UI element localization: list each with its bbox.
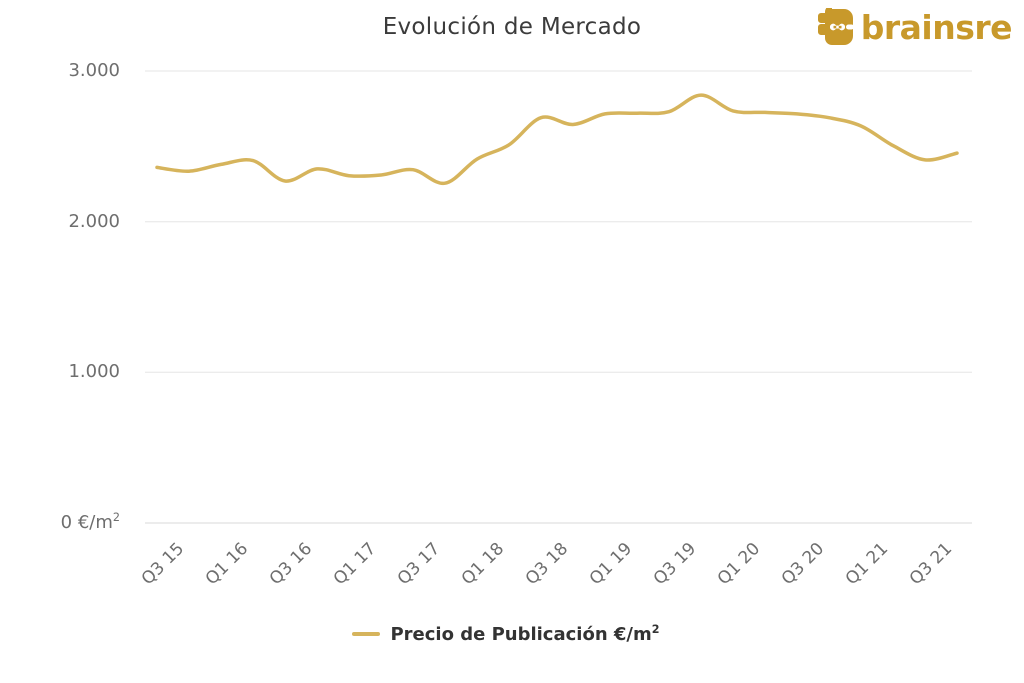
brainsre-logo-text: brainsre <box>860 7 1013 47</box>
y-axis-tick-label: 2.000 <box>68 210 120 232</box>
y-axis-tick-label: 1.000 <box>68 361 120 383</box>
y-axis-tick-label: 0 €/m2 <box>60 511 120 533</box>
price-series-line[interactable] <box>155 93 959 185</box>
legend-label: Precio de Publicación €/m2 <box>390 622 660 645</box>
legend-marker-line <box>352 632 381 636</box>
y-axis-tick-label: 3.000 <box>68 60 120 81</box>
legend-item-precio[interactable]: Precio de Publicación €/m2 <box>0 620 1012 648</box>
brainsre-logo: brainsre <box>816 7 1013 47</box>
brainsre-logo-icon <box>817 8 854 45</box>
chart-title: Evolución de Mercado <box>382 14 642 40</box>
